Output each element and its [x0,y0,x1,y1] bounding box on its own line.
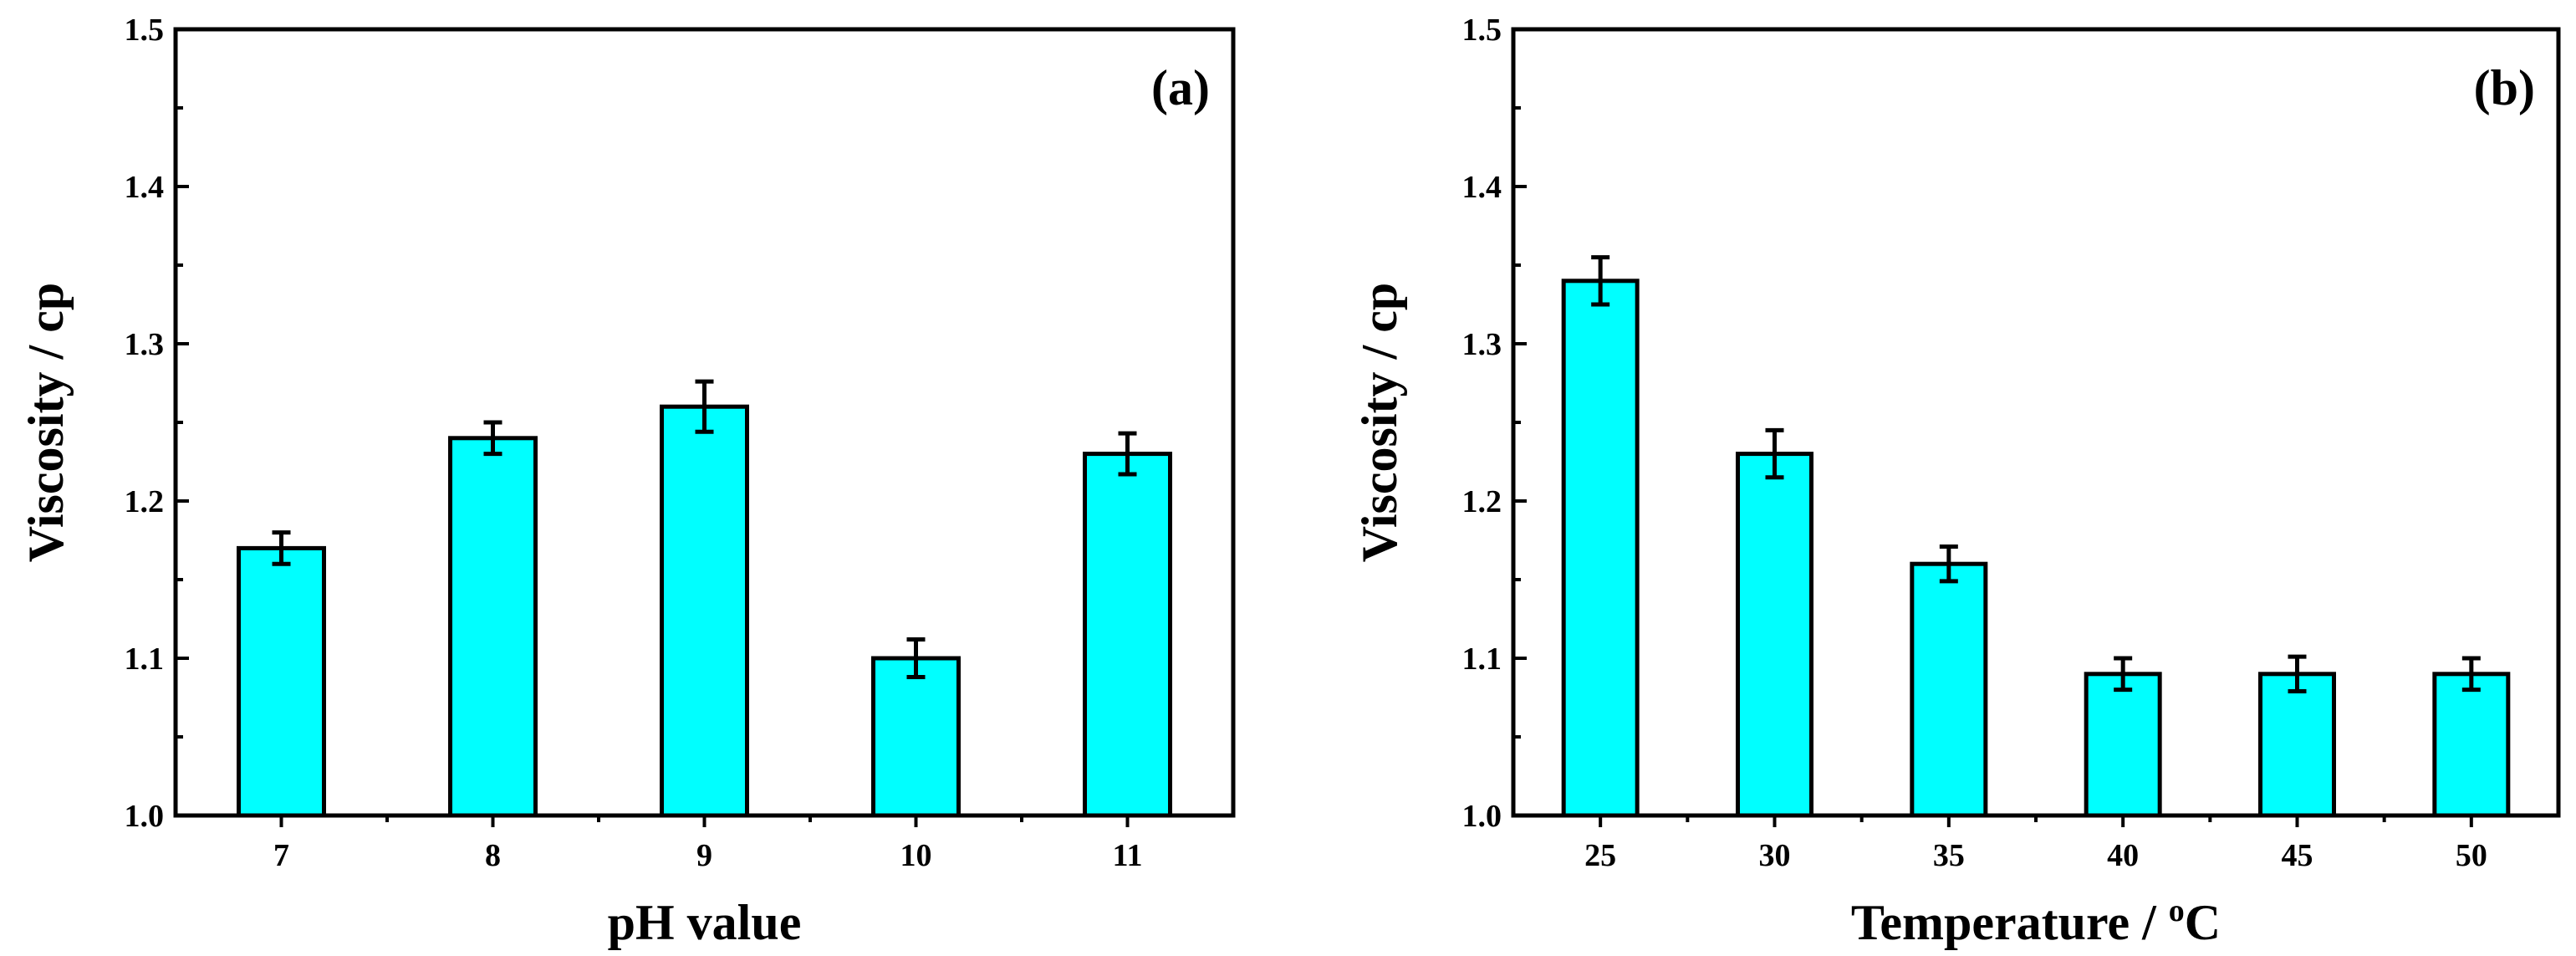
x-axis-title-b: Temperature / oC [1851,893,2221,950]
x-tick-label: 25 [1584,838,1616,873]
y-tick-label: 1.5 [1462,13,1502,48]
x-tick-label: 7 [273,838,289,873]
bar-8 [448,436,538,818]
y-tick-label: 1.4 [125,170,165,205]
y-tick-label: 1.5 [125,13,165,48]
bar-45 [2258,672,2336,818]
y-tick-label: 1.1 [125,642,165,677]
error-bar-9 [695,379,714,434]
y-tick-label: 1.2 [125,484,165,519]
x-axis-a: 7 8 9 10 11 [273,815,1142,873]
bar-25 [1561,279,1640,818]
x-axis-title-a: pH value [608,895,802,950]
y-tick-label: 1.0 [1462,799,1502,834]
plot-frame-b [1511,27,2561,818]
bar-50 [2432,672,2511,818]
y-tick-label: 1.0 [125,799,165,834]
x-axis-title-b-degree: o [2169,893,2185,928]
y-tick-label: 1.2 [1462,484,1502,519]
error-bar-8 [483,420,502,457]
y-tick-label: 1.1 [1462,642,1502,677]
x-axis-b: 25 30 35 40 45 50 [1584,815,2487,873]
bar-30 [1736,452,1813,818]
error-bar-50 [2461,656,2481,693]
y-axis-title-b: Viscosity / cp [1352,283,1407,562]
error-bar-40 [2114,656,2133,693]
x-tick-label: 10 [900,838,932,873]
x-axis-title-b-unit: C [2185,895,2221,950]
panel-label-b: (b) [2474,60,2535,115]
error-bar-25 [1591,255,1610,307]
y-tick-label: 1.4 [1462,170,1502,205]
error-bar-35 [1939,544,1958,584]
bar-11 [1083,452,1172,818]
x-tick-label: 40 [2107,838,2139,873]
y-axis-b: 1.0 1.1 1.2 1.3 1.4 1.5 [1462,13,1527,834]
x-tick-label: 9 [696,838,712,873]
error-bar-10 [906,636,926,680]
panel-label-a: (a) [1151,60,1210,115]
y-axis-title-a: Viscosity / cp [18,283,74,562]
bar-7 [237,545,326,818]
error-bar-7 [272,530,291,566]
y-axis-a: 1.0 1.1 1.2 1.3 1.4 1.5 [125,13,189,834]
error-bar-45 [2288,654,2307,693]
bar-9 [660,404,749,818]
x-tick-label: 8 [485,838,501,873]
x-axis-title-b-main: Temperature / [1851,895,2169,950]
error-bar-11 [1118,431,1137,477]
x-tick-label: 30 [1759,838,1791,873]
bar-series-b [1561,255,2511,818]
bar-10 [871,656,961,818]
y-tick-label: 1.3 [1462,327,1502,362]
x-tick-label: 11 [1113,838,1143,873]
chart-panel-a: 1.0 1.1 1.2 1.3 1.4 1.5 7 8 9 10 11 (a) Viscosity… [18,13,1236,950]
x-tick-label: 45 [2282,838,2313,873]
chart-panel-b: 1.0 1.1 1.2 1.3 1.4 1.5 25 30 35 40 45 50 (b) Visc… [1352,13,2561,950]
error-bar-30 [1765,427,1784,480]
y-tick-label: 1.3 [125,327,165,362]
bar-40 [2084,672,2162,818]
bar-35 [1910,561,1988,818]
x-tick-label: 35 [1933,838,1965,873]
bar-series-a [237,379,1172,818]
x-tick-label: 50 [2456,838,2487,873]
